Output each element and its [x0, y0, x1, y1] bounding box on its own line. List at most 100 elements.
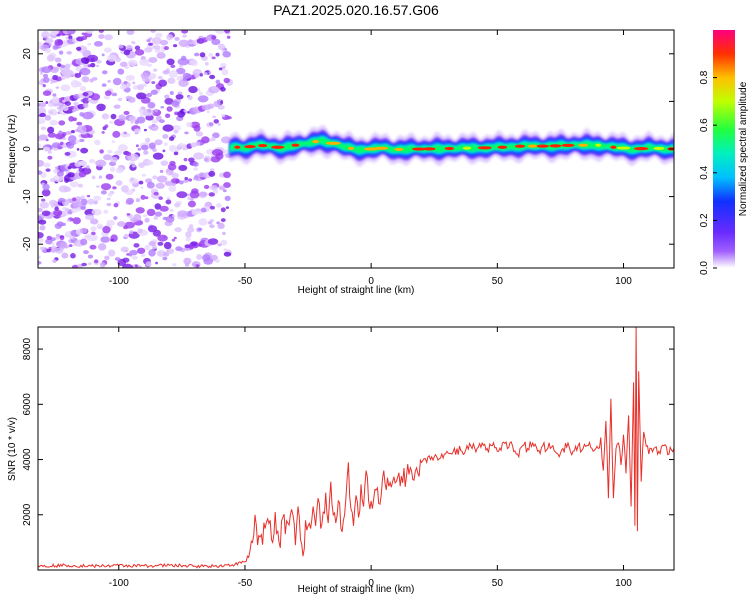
noise-blob — [47, 155, 53, 160]
noise-blob — [175, 94, 184, 100]
noise-blob — [190, 59, 198, 67]
noise-blob — [146, 39, 151, 43]
band-hotspot — [291, 143, 300, 147]
noise-blob — [118, 114, 126, 122]
noise-blob — [163, 142, 168, 146]
noise-blob — [120, 61, 128, 68]
noise-blob — [129, 249, 138, 256]
noise-blob — [39, 112, 47, 118]
band-hotspot — [374, 146, 389, 150]
noise-blob — [38, 261, 42, 265]
noise-blob — [171, 124, 181, 132]
noise-blob — [205, 206, 211, 212]
noise-blob — [125, 95, 133, 101]
noise-blob — [101, 53, 105, 57]
noise-blob — [224, 195, 231, 201]
noise-blob — [174, 227, 182, 233]
noise-blob — [46, 248, 51, 253]
x-tick-label: -100 — [109, 578, 129, 589]
colorbar-tick-label: 0.4 — [699, 165, 710, 179]
noise-blob — [58, 176, 64, 180]
noise-blob — [208, 170, 216, 177]
noise-blob — [98, 34, 105, 39]
band-hotspot — [549, 144, 562, 148]
noise-blob — [39, 102, 47, 108]
noise-blob — [46, 54, 55, 62]
noise-blob — [220, 218, 226, 223]
noise-blob — [146, 181, 155, 189]
noise-blob — [221, 136, 232, 144]
noise-blob — [142, 108, 154, 117]
noise-blob — [56, 63, 62, 67]
noise-blob — [168, 136, 175, 141]
noise-blob — [153, 45, 161, 50]
noise-blob — [52, 74, 59, 81]
noise-blob — [208, 71, 212, 74]
noise-blob — [147, 42, 153, 46]
noise-blob — [73, 101, 79, 106]
noise-blob — [137, 147, 142, 151]
noise-blob — [42, 183, 50, 191]
noise-blob — [166, 196, 171, 200]
noise-blob — [39, 201, 49, 209]
noise-blob — [93, 195, 101, 202]
noise-blob — [182, 179, 189, 183]
band-hotspot — [616, 146, 631, 150]
band-hotspot — [633, 147, 649, 151]
noise-blob — [138, 180, 144, 185]
band-hotspot — [347, 146, 354, 150]
noise-blob — [151, 81, 156, 84]
noise-blob — [121, 185, 129, 193]
noise-blob — [81, 195, 85, 199]
noise-blob — [187, 226, 195, 233]
noise-blob — [186, 121, 193, 128]
noise-blob — [197, 88, 201, 92]
noise-blob — [162, 70, 170, 75]
noise-blob — [94, 259, 99, 264]
colorbar-gradient — [713, 30, 735, 268]
noise-blob — [129, 254, 133, 257]
noise-blob — [198, 91, 203, 96]
noise-blob — [79, 67, 91, 76]
noise-blob — [82, 97, 90, 105]
noise-blob — [215, 52, 220, 57]
noise-blob — [201, 136, 210, 144]
noise-blob — [61, 252, 69, 259]
noise-blob — [140, 72, 149, 79]
noise-blob — [114, 257, 121, 261]
noise-blob — [205, 36, 213, 42]
noise-blob — [38, 219, 47, 225]
noise-blob — [49, 119, 58, 126]
noise-blob — [169, 208, 174, 213]
noise-blob — [60, 64, 66, 69]
noise-blob — [66, 219, 71, 222]
noise-blob — [163, 241, 172, 250]
x-tick-label: 0 — [368, 578, 374, 589]
noise-blob — [187, 95, 193, 101]
noise-blob — [76, 196, 81, 200]
noise-blob — [143, 59, 147, 63]
noise-blob — [54, 247, 64, 254]
noise-blob — [175, 246, 183, 252]
noise-blob — [168, 70, 178, 78]
noise-blob — [141, 173, 147, 177]
band-hotspot — [497, 145, 508, 149]
noise-blob — [117, 97, 123, 102]
noise-blob — [160, 160, 169, 166]
noise-blob — [199, 73, 203, 77]
snr-x-axis: -100 -50 0 50 100 — [109, 327, 632, 589]
noise-blob — [126, 151, 132, 156]
noise-blob — [115, 180, 123, 186]
noise-blob — [185, 231, 192, 238]
noise-blob — [165, 216, 175, 223]
noise-blob — [91, 175, 96, 180]
y-tick-label: 2000 — [22, 503, 33, 526]
noise-blob — [218, 185, 226, 191]
noise-blob — [226, 35, 231, 39]
noise-blob — [178, 39, 190, 47]
noise-blob — [174, 36, 180, 41]
noise-blob — [101, 113, 109, 120]
noise-blob — [38, 237, 44, 243]
noise-blob — [74, 73, 82, 78]
